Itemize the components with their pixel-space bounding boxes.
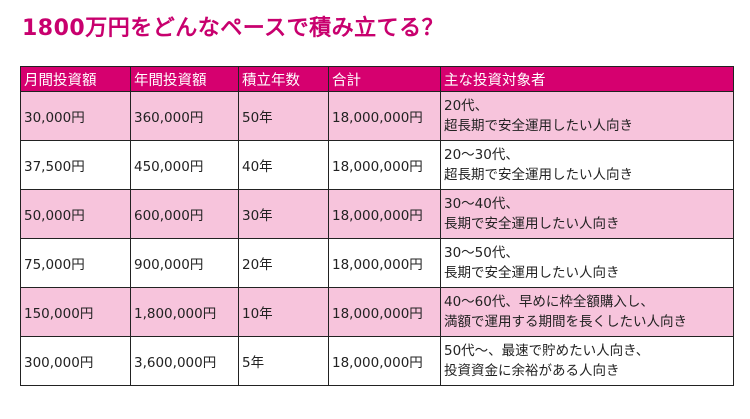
header-target-investor: 主な投資対象者 <box>440 66 734 92</box>
cell-years: 20年 <box>238 238 329 288</box>
target-line-1: 20～30代、 <box>444 147 519 163</box>
table-row: 37,500円 450,000円 40年 18,000,000円 20～30代、… <box>20 140 734 190</box>
cell-years: 5年 <box>238 336 329 386</box>
table-row: 50,000円 600,000円 30年 18,000,000円 30～40代、… <box>20 189 734 239</box>
target-line-1: 30～50代、 <box>444 245 519 261</box>
table-row: 150,000円 1,800,000円 10年 18,000,000円 40～6… <box>20 287 734 337</box>
investment-plan-table: 月間投資額 年間投資額 積立年数 合計 主な投資対象者 30,000円 360,… <box>20 66 734 386</box>
cell-total: 18,000,000円 <box>328 91 441 141</box>
cell-monthly: 50,000円 <box>20 189 131 239</box>
target-line-2: 長期で安全運用したい人向き <box>444 265 620 281</box>
target-line-1: 30～40代、 <box>444 196 519 212</box>
cell-total: 18,000,000円 <box>328 336 441 386</box>
target-line-2: 満額で運用する期間を長くしたい人向き <box>444 314 687 330</box>
cell-monthly: 150,000円 <box>20 287 131 337</box>
page-title: 1800万円をどんなペースで積み立てる？ <box>22 16 445 41</box>
cell-yearly: 600,000円 <box>130 189 239 239</box>
header-total: 合計 <box>328 66 441 92</box>
cell-target: 30～50代、 長期で安全運用したい人向き <box>440 238 734 288</box>
cell-monthly: 30,000円 <box>20 91 131 141</box>
cell-target: 20代、 超長期で安全運用したい人向き <box>440 91 734 141</box>
cell-total: 18,000,000円 <box>328 238 441 288</box>
cell-yearly: 360,000円 <box>130 91 239 141</box>
target-line-2: 長期で安全運用したい人向き <box>444 216 620 232</box>
target-line-2: 超長期で安全運用したい人向き <box>444 167 633 183</box>
table-row: 75,000円 900,000円 20年 18,000,000円 30～50代、… <box>20 238 734 288</box>
cell-total: 18,000,000円 <box>328 287 441 337</box>
cell-monthly: 75,000円 <box>20 238 131 288</box>
cell-yearly: 3,600,000円 <box>130 336 239 386</box>
cell-years: 10年 <box>238 287 329 337</box>
target-line-2: 投資資金に余裕がある人向き <box>444 363 620 379</box>
cell-monthly: 37,500円 <box>20 140 131 190</box>
cell-years: 50年 <box>238 91 329 141</box>
cell-years: 40年 <box>238 140 329 190</box>
cell-yearly: 1,800,000円 <box>130 287 239 337</box>
header-years: 積立年数 <box>238 66 329 92</box>
cell-years: 30年 <box>238 189 329 239</box>
cell-total: 18,000,000円 <box>328 140 441 190</box>
cell-target: 40～60代、早めに枠全額購入し、 満額で運用する期間を長くしたい人向き <box>440 287 734 337</box>
table-row: 300,000円 3,600,000円 5年 18,000,000円 50代～、… <box>20 336 734 386</box>
table-header-row: 月間投資額 年間投資額 積立年数 合計 主な投資対象者 <box>20 66 734 92</box>
target-line-2: 超長期で安全運用したい人向き <box>444 118 633 134</box>
header-yearly-investment: 年間投資額 <box>130 66 239 92</box>
target-line-1: 50代～、最速で貯めたい人向き、 <box>444 343 650 359</box>
cell-target: 20～30代、 超長期で安全運用したい人向き <box>440 140 734 190</box>
header-monthly-investment: 月間投資額 <box>20 66 131 92</box>
cell-total: 18,000,000円 <box>328 189 441 239</box>
table-row: 30,000円 360,000円 50年 18,000,000円 20代、 超長… <box>20 91 734 141</box>
cell-target: 50代～、最速で貯めたい人向き、 投資資金に余裕がある人向き <box>440 336 734 386</box>
target-line-1: 40～60代、早めに枠全額購入し、 <box>444 294 654 310</box>
cell-yearly: 900,000円 <box>130 238 239 288</box>
cell-monthly: 300,000円 <box>20 336 131 386</box>
cell-yearly: 450,000円 <box>130 140 239 190</box>
cell-target: 30～40代、 長期で安全運用したい人向き <box>440 189 734 239</box>
target-line-1: 20代、 <box>444 98 489 114</box>
